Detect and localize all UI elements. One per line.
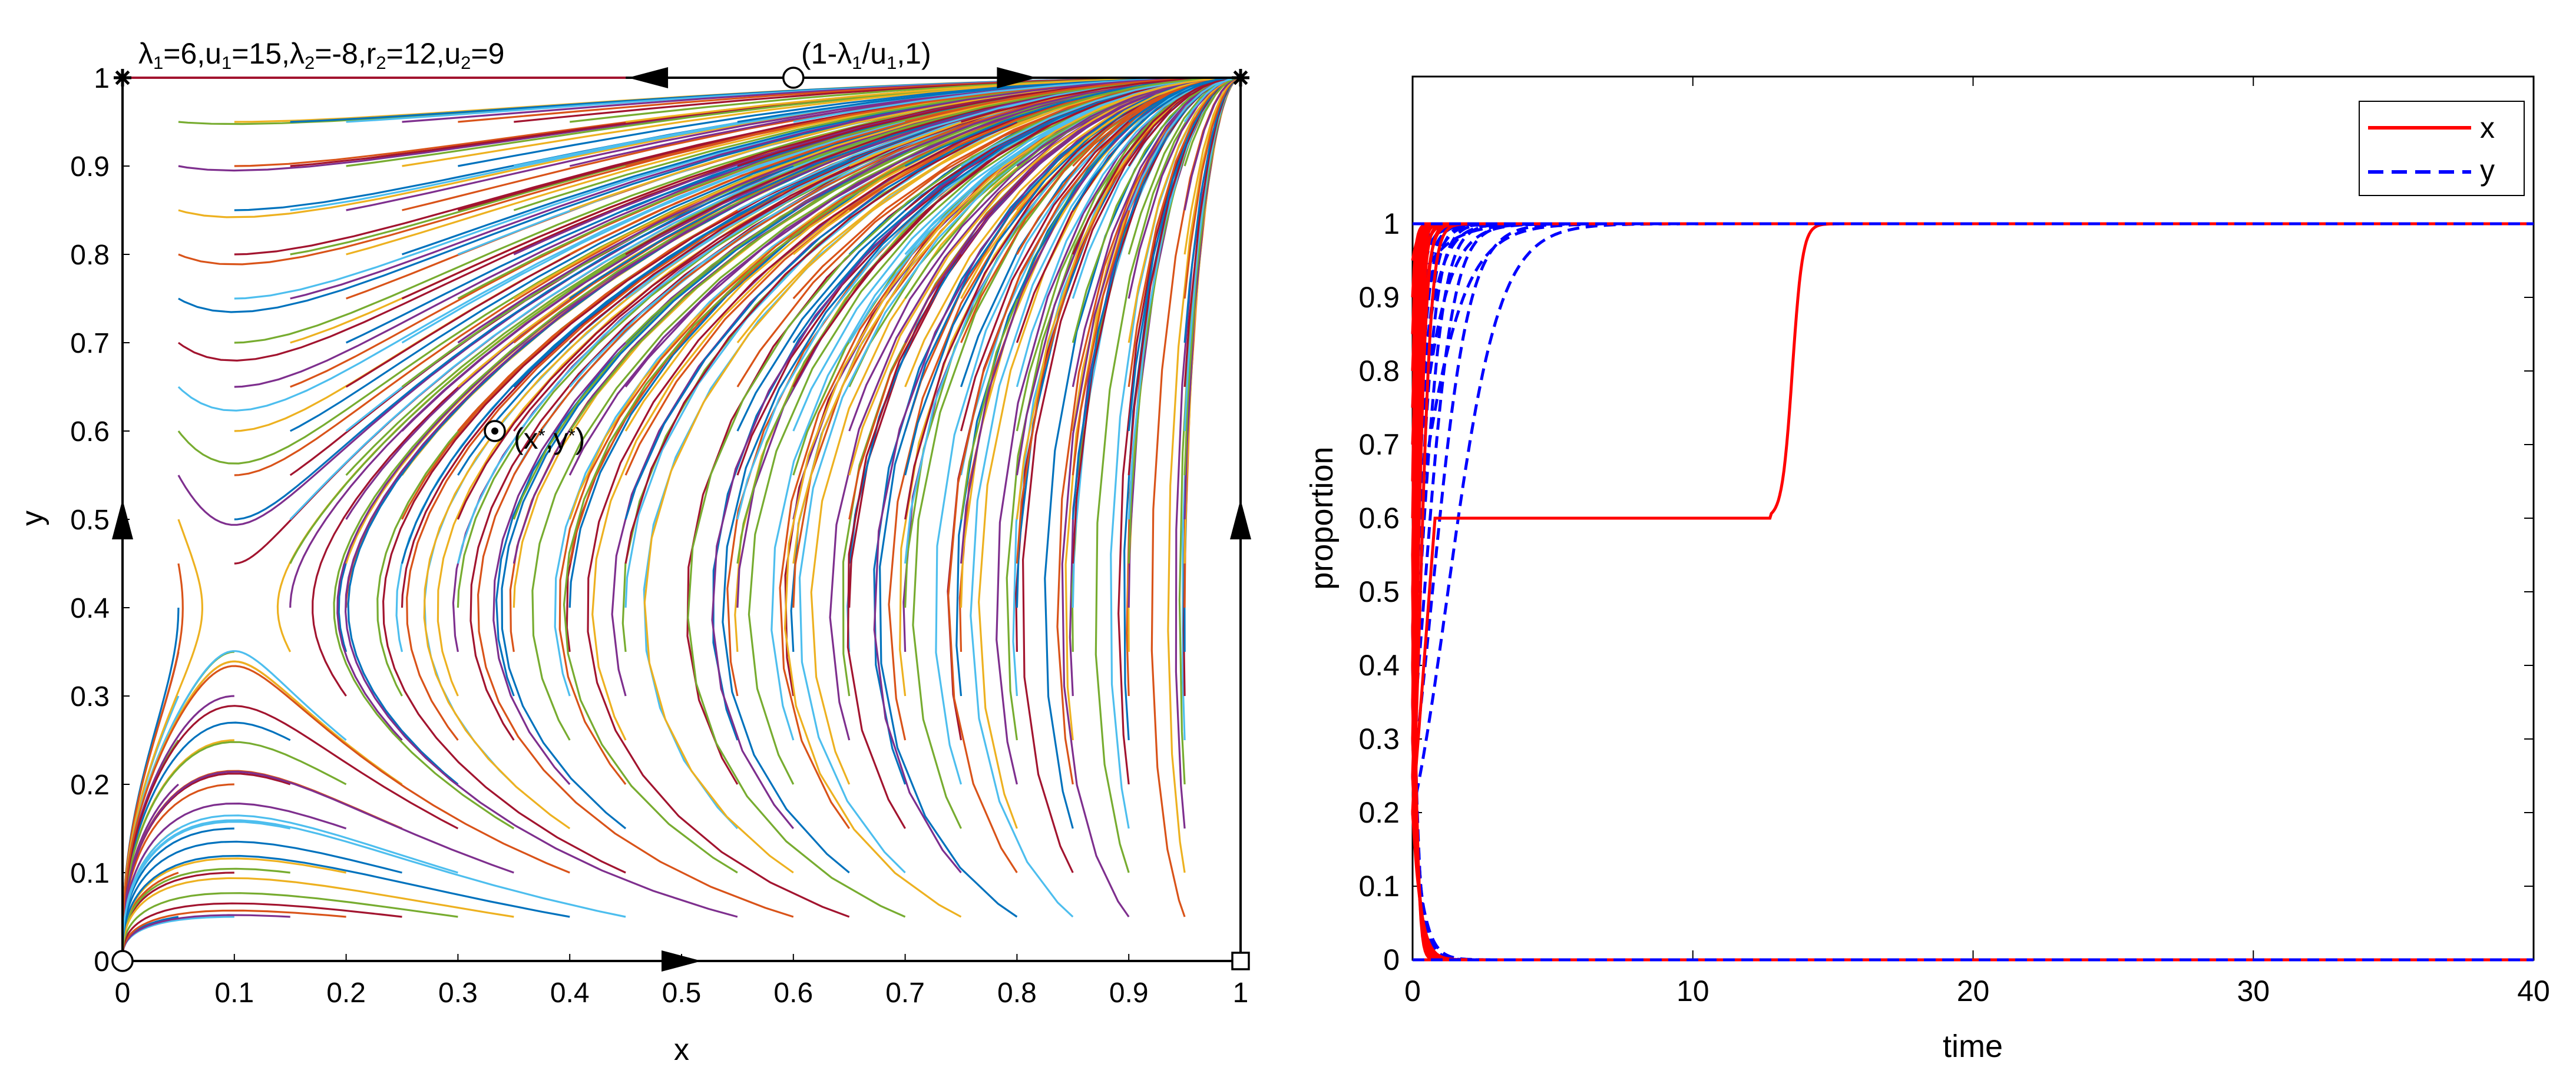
phase-x-tick-label: 0.6: [773, 977, 813, 1009]
direction-arrow: [662, 950, 702, 972]
phase-y-tick-label: 0: [94, 946, 110, 977]
phase-x-tick-label: 0.3: [438, 977, 478, 1009]
phase-y-tick-label: 0.1: [70, 858, 110, 889]
time-tick-labels: 0 10 20 30 40 0 0.1 0.2 0.3 0.4 0.5 0.6 0.7 0.8 0.9 1: [1358, 207, 2549, 1008]
phase-x-tick-label: 0.7: [885, 977, 925, 1009]
legend: x y: [2359, 101, 2525, 196]
phase-y-tick-label: 1: [94, 63, 110, 94]
interior-equilibrium-label: (x*,y*): [514, 422, 585, 455]
time-y-tick-label: 0.6: [1358, 502, 1400, 535]
time-y-tick-label: 1: [1383, 207, 1400, 240]
phase-y-label: y: [15, 511, 49, 526]
time-x-label: time: [1943, 1029, 2003, 1064]
phase-y-tick-label: 0.5: [70, 505, 110, 536]
phase-y-tick-label: 0.2: [70, 770, 110, 801]
time-y-tick-label: 0.3: [1358, 723, 1400, 755]
phase-x-tick-label: 0.9: [1109, 977, 1149, 1009]
phase-y-tick-label: 0.8: [70, 240, 110, 271]
equilibrium-circle: [111, 950, 134, 972]
phase-y-tick-label: 0.7: [70, 328, 110, 359]
time-y-tick-label: 0.8: [1358, 354, 1400, 387]
time-x-tick-label: 10: [1676, 975, 1709, 1008]
direction-arrows: [112, 67, 1251, 972]
phase-tick-labels: 0 0.1 0.2 0.3 0.4 0.5 0.6 0.7 0.8 0.9 1 0 0.1 0.2 0.3 0…: [70, 63, 1248, 1009]
equilibrium-square: [1231, 952, 1250, 970]
time-y-label: proportion: [1304, 446, 1340, 589]
legend-box: [2359, 101, 2525, 196]
time-series-chart: 0 10 20 30 40 0 0.1 0.2 0.3 0.4 0.5 0.6 0.7 0.8 0.9 1 t…: [1304, 75, 2550, 1064]
phase-x-tick-label: 0.1: [214, 977, 254, 1009]
time-y-tick-label: 0.9: [1358, 281, 1400, 314]
time-y-tick-label: 0.1: [1358, 870, 1400, 903]
phase-x-tick-label: 0.4: [550, 977, 590, 1009]
time-x-tick-label: 40: [2517, 975, 2550, 1008]
direction-arrow: [112, 499, 133, 539]
equilibrium-circle: [782, 67, 805, 89]
direction-arrow: [997, 67, 1037, 88]
phase-y-tick-label: 0.6: [70, 416, 110, 448]
equilibrium-markers: [111, 67, 1250, 972]
time-x-tick-label: 30: [2237, 975, 2270, 1008]
time-y-tick-label: 0.7: [1358, 428, 1400, 461]
legend-x-label: x: [2480, 111, 2495, 144]
phase-y-tick-label: 0.9: [70, 151, 110, 183]
direction-arrow: [628, 67, 669, 88]
phase-x-tick-label: 0: [115, 977, 131, 1009]
time-x-tick-label: 20: [1957, 975, 1990, 1008]
boundary-equilibrium-label: (1-λ1/u1,1): [801, 37, 931, 73]
legend-y-label: y: [2480, 154, 2495, 187]
time-x-tick-label: 0: [1404, 975, 1421, 1008]
phase-x-tick-label: 0.2: [326, 977, 366, 1009]
time-y-tick-label: 0.2: [1358, 796, 1400, 829]
equilibrium-star: [1232, 69, 1249, 87]
phase-x-tick-label: 0.5: [662, 977, 702, 1009]
time-y-tick-label: 0: [1383, 943, 1400, 976]
time-y-tick-label: 0.4: [1358, 649, 1400, 682]
equilibrium-dot: [491, 427, 499, 435]
time-y-tick-label: 0.5: [1358, 575, 1400, 608]
phase-x-label: x: [674, 1033, 689, 1067]
phase-title: λ1=6,u1=15,λ2=-8,r2=12,u2=9: [138, 37, 504, 73]
phase-x-tick-label: 0.8: [997, 977, 1037, 1009]
phase-portrait-chart: 0 0.1 0.2 0.3 0.4 0.5 0.6 0.7 0.8 0.9 1 0 0.1 0.2 0.3 0…: [15, 37, 1251, 1067]
phase-y-tick-label: 0.4: [70, 593, 110, 624]
time-curves: [1411, 222, 2534, 962]
phase-x-tick-label: 1: [1233, 977, 1249, 1009]
equilibrium-star: [114, 69, 131, 87]
phase-y-tick-label: 0.3: [70, 681, 110, 712]
direction-arrow: [1230, 499, 1251, 539]
